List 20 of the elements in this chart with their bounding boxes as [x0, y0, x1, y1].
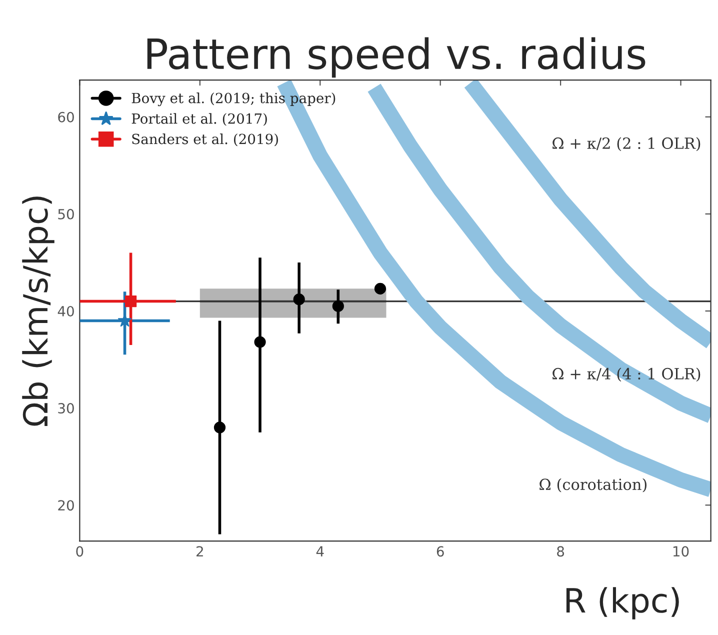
x-tick-label: 10: [673, 546, 689, 557]
x-tick-label: 2: [196, 546, 203, 556]
y-tick-label: 40: [58, 306, 74, 316]
y-axis-title: Ωb (km/s/kpc): [22, 196, 54, 426]
y-tick-label: 30: [58, 403, 74, 414]
annotation: Ω + κ/2 (2 : 1 OLR): [552, 137, 700, 152]
x-tick-label: 6: [436, 546, 444, 557]
x-axis-title: R (kpc): [566, 587, 679, 620]
chart-title: Pattern speed vs. radius: [147, 37, 646, 78]
y-tick-label: 20: [58, 500, 74, 511]
y-tick-label: 60: [58, 112, 74, 122]
legend-label: Portail et al. (2017): [132, 113, 267, 126]
y-tick-label: 50: [58, 208, 74, 220]
x-tick-label: 8: [557, 546, 564, 557]
annotation: Ω (corotation): [540, 478, 646, 492]
legend-label: Bovy et al. (2019; this paper): [132, 92, 336, 106]
x-tick-label: 0: [76, 546, 84, 557]
x-tick-label: 4: [316, 546, 324, 556]
annotation: Ω + κ/4 (4 : 1 OLR): [552, 368, 700, 382]
legend-label: Sanders et al. (2019): [132, 133, 278, 146]
